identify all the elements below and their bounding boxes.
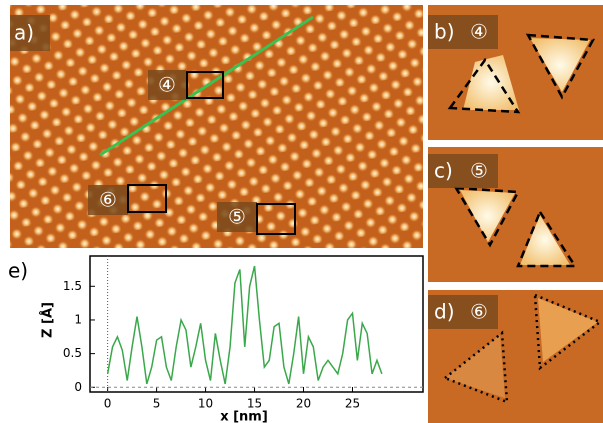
panel-label: c) [434, 159, 453, 183]
marker: ⑥ [470, 300, 488, 324]
x-tick-label: 0 [104, 397, 112, 411]
panel-label: e) [8, 259, 28, 283]
y-axis-label: Z [Å] [40, 302, 56, 338]
x-tick-label: 20 [296, 397, 311, 411]
marker: ⑤ [470, 159, 488, 183]
figure: a) ④ ⑥ ⑤ b) ④ c) ⑤ d) ⑥ e) Z [Å] x [nm] … [0, 0, 603, 423]
marker: ⑥ [99, 188, 117, 212]
x-tick-label: 10 [198, 397, 213, 411]
y-tick-label: 0 [74, 380, 82, 394]
panel-label: d) [434, 300, 455, 324]
panel-label: a) [14, 21, 34, 45]
stm-image [10, 5, 423, 248]
y-tick-label: 1 [74, 312, 82, 326]
x-tick-label: 5 [153, 397, 161, 411]
marker: ④ [470, 20, 488, 44]
panel-label: b) [434, 20, 455, 44]
y-tick-label: 0.5 [63, 346, 82, 360]
y-tick-label: 1.5 [63, 279, 82, 293]
marker: ④ [158, 73, 176, 97]
x-tick-label: 25 [345, 397, 360, 411]
marker: ⑤ [228, 205, 246, 229]
x-tick-label: 15 [247, 397, 262, 411]
x-axis-label: x [nm] [220, 410, 268, 423]
